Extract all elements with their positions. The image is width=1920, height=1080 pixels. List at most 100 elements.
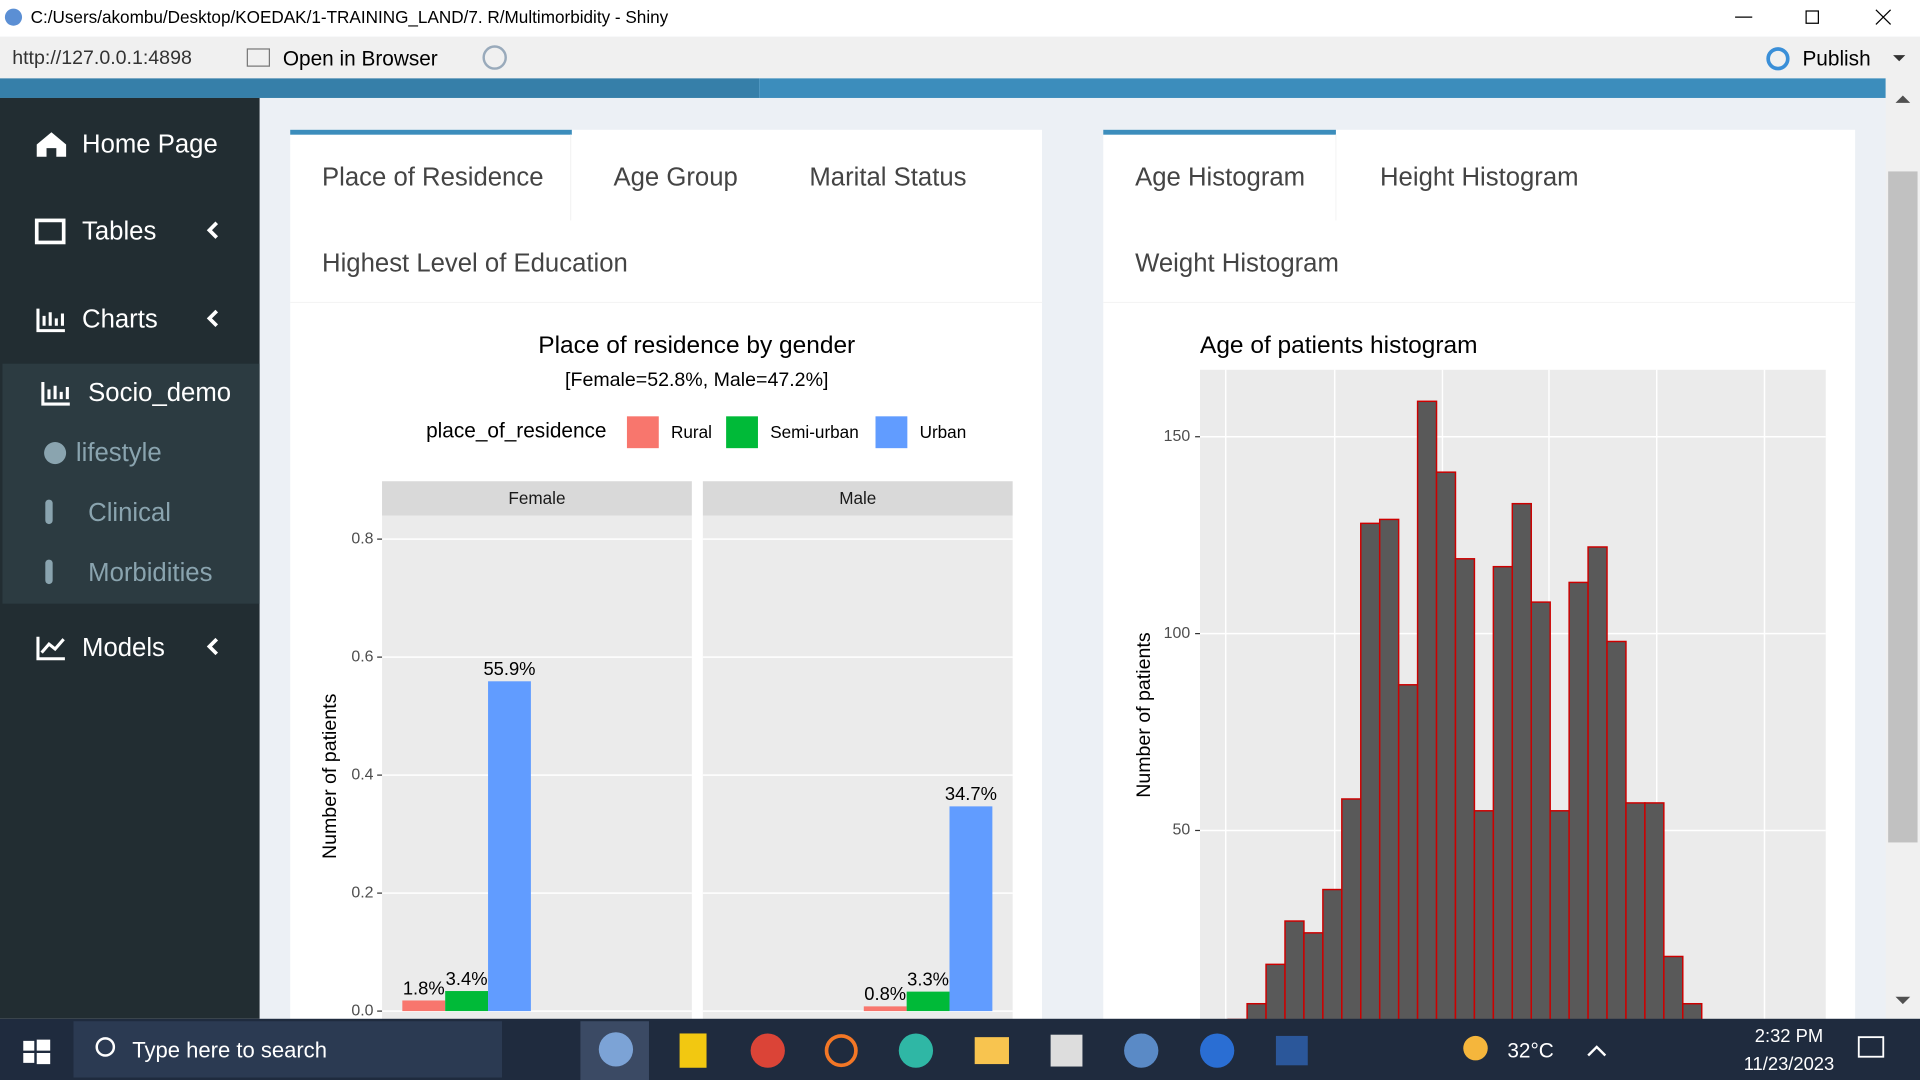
search-icon — [95, 1037, 116, 1057]
icon-lifestyle — [44, 442, 67, 465]
y-tick-label: 0.0 — [351, 1002, 373, 1019]
app-explorer[interactable] — [974, 1037, 1009, 1065]
chevron — [206, 221, 219, 239]
chart-subtitle: [Female=52.8%, Male=47.2%] — [565, 369, 828, 391]
app-powerbi[interactable] — [679, 1033, 707, 1068]
y-tick-label: 150 — [1164, 428, 1191, 445]
bar — [949, 806, 993, 1012]
legend-label: Semi-urban — [770, 422, 859, 442]
browser-icon — [246, 48, 271, 67]
histogram-bar — [1397, 684, 1419, 1029]
histogram-bar — [1435, 471, 1457, 1029]
y-tick-label: 50 — [1173, 822, 1191, 839]
submenu-item[interactable]: Clinical — [88, 499, 171, 527]
app-chrome[interactable] — [750, 1033, 785, 1068]
app-network[interactable] — [1200, 1033, 1235, 1068]
app-r[interactable] — [598, 1032, 634, 1067]
icon-clinical — [45, 499, 53, 525]
histogram-bar — [1473, 810, 1495, 1029]
value-label: 55.9% — [483, 658, 535, 679]
open-in-browser[interactable]: Open in Browser — [283, 48, 438, 71]
y-axis-label: Number of patients — [1133, 632, 1155, 798]
icon-tables — [34, 218, 66, 245]
tab[interactable]: Height Histogram — [1380, 164, 1579, 192]
tab[interactable]: Age Group — [613, 164, 737, 192]
taskbar: Type here to search 32°C 2:32 PM 11/23/2… — [0, 1018, 1920, 1080]
search-box[interactable] — [73, 1021, 503, 1078]
y-tick-label: 0.8 — [351, 530, 373, 547]
legend-title: place_of_residence — [426, 420, 606, 443]
histogram-bar — [1265, 963, 1286, 1029]
icon-morbidities — [45, 559, 53, 585]
value-label: 3.4% — [446, 968, 488, 989]
value-label: 1.8% — [403, 977, 445, 998]
value-label: 0.8% — [864, 983, 906, 1004]
histogram-bar — [1663, 955, 1684, 1029]
header-logo — [0, 78, 760, 98]
chart-title: Place of residence by gender — [538, 332, 855, 359]
y-tick-label: 100 — [1164, 625, 1191, 642]
facet-label: Female — [508, 488, 565, 508]
histogram-bar — [1644, 802, 1665, 1029]
start-button[interactable] — [23, 1039, 51, 1065]
menu-item[interactable]: Charts — [82, 306, 158, 334]
legend-label: Urban — [920, 422, 967, 442]
facet-strip — [382, 481, 692, 516]
legend-swatch — [726, 416, 758, 449]
chevron — [206, 309, 219, 328]
app-stats[interactable] — [1124, 1033, 1159, 1068]
y-tick-label: 0.2 — [351, 884, 373, 901]
histogram-bar — [1360, 522, 1381, 1029]
search-placeholder[interactable]: Type here to search — [132, 1038, 327, 1063]
histogram-bar — [1378, 518, 1400, 1029]
histogram-bar — [1511, 502, 1532, 1029]
histogram-bar — [1454, 558, 1476, 1029]
app-calc[interactable] — [1050, 1034, 1083, 1067]
submenu-item[interactable]: lifestyle — [76, 439, 162, 467]
tray-chevron[interactable] — [1587, 1045, 1607, 1057]
menu-item[interactable]: Tables — [82, 217, 156, 245]
histogram-bar — [1625, 802, 1646, 1029]
publish-dropdown[interactable] — [1893, 55, 1906, 62]
histogram-bar — [1530, 601, 1551, 1029]
publish-icon — [1766, 47, 1790, 71]
y-tick-label: 0.6 — [351, 648, 373, 665]
icon-charts — [36, 308, 65, 333]
notifications[interactable] — [1857, 1036, 1885, 1058]
legend-swatch — [626, 416, 659, 449]
window-title: C:/Users/akombu/Desktop/KOEDAK/1-TRAININ… — [31, 7, 669, 27]
menu-item[interactable]: Models — [82, 634, 165, 662]
tab[interactable]: Weight Histogram — [1135, 249, 1339, 277]
histogram-bar — [1284, 920, 1305, 1029]
bar — [906, 991, 950, 1012]
histogram-bar — [1322, 888, 1343, 1029]
url[interactable]: http://127.0.0.1:4898 — [12, 47, 192, 69]
y-tick-label: 0.4 — [351, 766, 373, 783]
tab[interactable]: Marital Status — [809, 164, 966, 192]
tab[interactable]: Place of Residence — [322, 164, 543, 192]
charts: Place of residence by gender [Female=52.8… — [319, 332, 1826, 1035]
icon-models — [36, 636, 65, 661]
histogram-bar — [1549, 810, 1570, 1029]
value-label: 34.7% — [945, 783, 997, 804]
menu-item[interactable]: Home Page — [82, 131, 218, 159]
app-edge[interactable] — [898, 1033, 934, 1068]
submenu-item[interactable]: Morbidities — [88, 559, 212, 587]
icon-socio — [41, 382, 70, 406]
weather-icon — [1463, 1035, 1488, 1061]
bar — [402, 1000, 446, 1012]
scrollbar-thumb[interactable] — [1888, 171, 1918, 843]
publish[interactable]: Publish — [1802, 48, 1870, 71]
app-jupyter[interactable] — [824, 1034, 858, 1068]
tab[interactable]: Highest Level of Education — [322, 249, 628, 277]
app-word[interactable] — [1275, 1035, 1308, 1066]
submenu-item[interactable]: Socio_demo — [88, 379, 231, 407]
chart-title: Age of patients histogram — [1200, 332, 1477, 359]
histogram-bar — [1587, 546, 1608, 1029]
toolbar — [0, 36, 1920, 79]
tab[interactable]: Age Histogram — [1135, 164, 1305, 192]
window-controls[interactable] — [1735, 9, 1892, 25]
refresh[interactable] — [482, 45, 507, 70]
histogram-bar — [1492, 565, 1514, 1029]
